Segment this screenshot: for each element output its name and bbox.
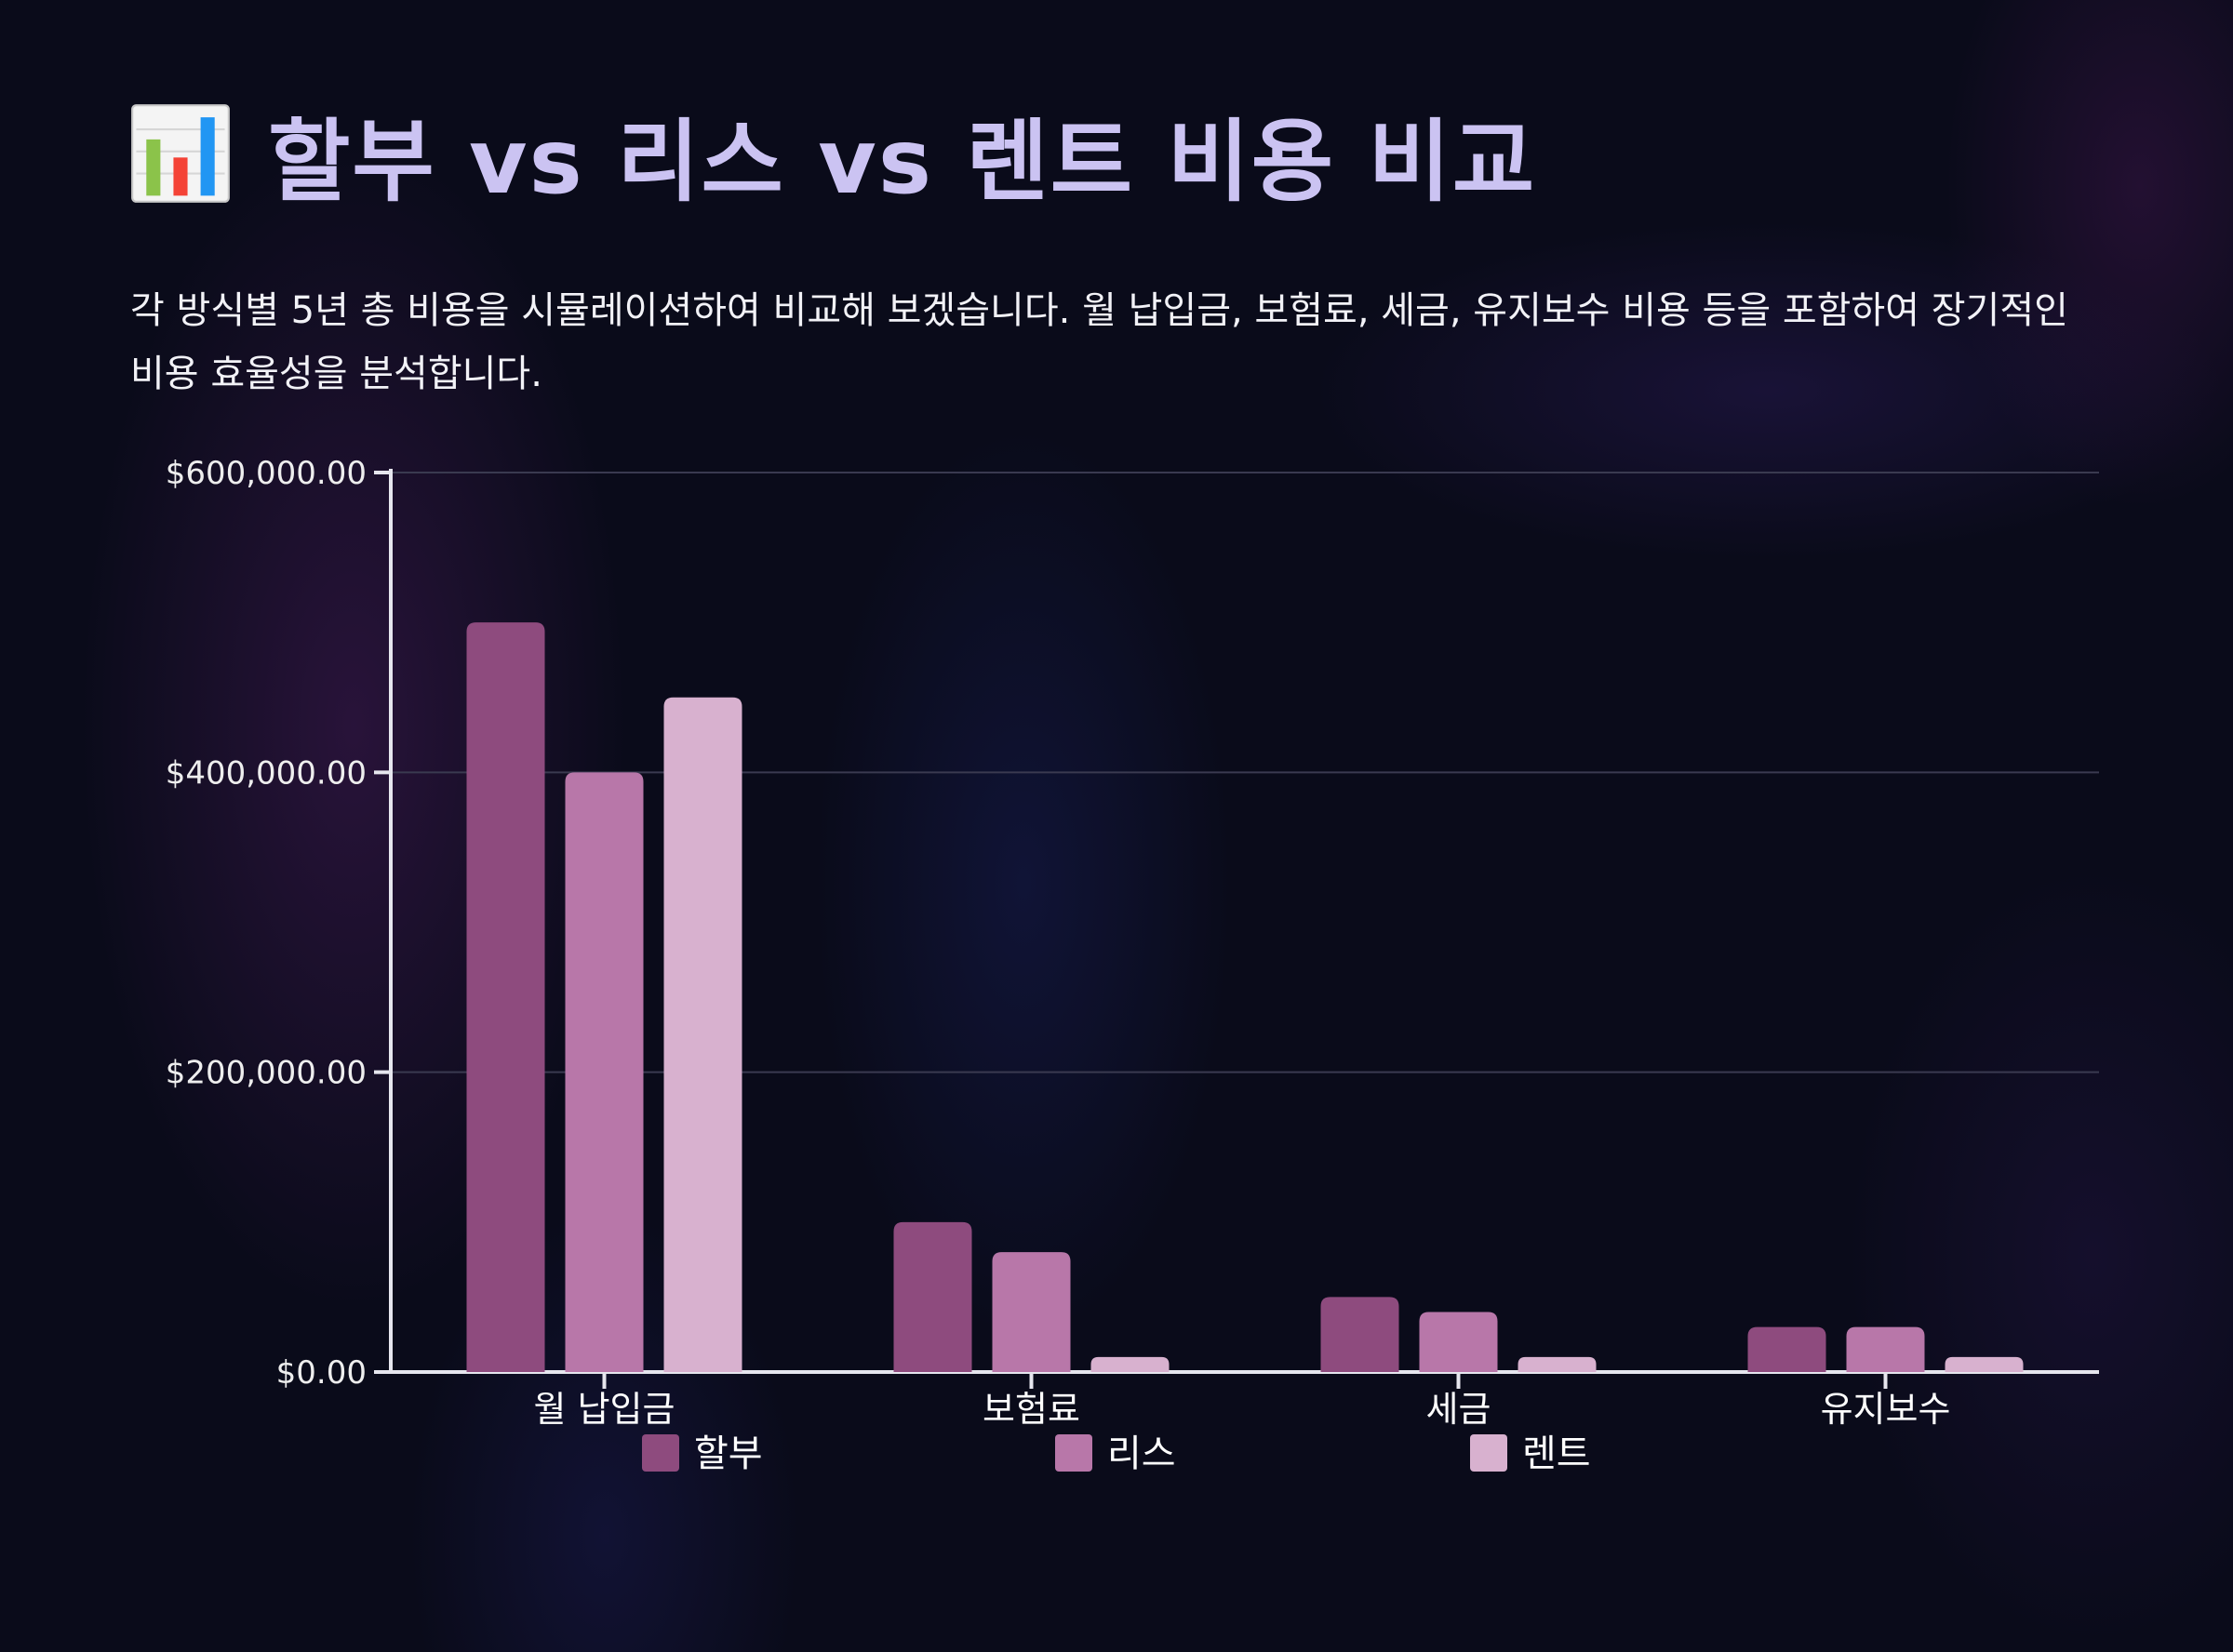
x-tick-label: 유지보수	[1821, 1389, 1951, 1430]
bar-chart-icon	[131, 104, 230, 203]
bar-3-2	[1090, 1356, 1170, 1372]
y-tick-label: $200,000.00	[166, 1055, 367, 1092]
y-tick-label: $0.00	[276, 1354, 367, 1392]
legend-label: 렌트	[1522, 1432, 1591, 1475]
x-tick-label: 월 납입금	[534, 1389, 675, 1430]
bar-3-3	[1518, 1356, 1597, 1372]
y-tick-label: $600,000.00	[166, 455, 367, 492]
bar-1-1	[466, 622, 545, 1372]
bar-1-4	[1747, 1326, 1826, 1372]
bar-3-4	[1945, 1356, 2024, 1372]
title-row: 할부 vs 리스 vs 렌트 비용 비교	[130, 93, 1536, 214]
legend-label: 할부	[694, 1432, 763, 1475]
legend-swatch	[642, 1434, 679, 1472]
bar-2-3	[1419, 1312, 1498, 1372]
bar-2-4	[1846, 1326, 1925, 1372]
page-title: 할부 vs 리스 vs 렌트 비용 비교	[268, 109, 1537, 214]
legend-label: 리스	[1107, 1432, 1176, 1475]
bar-1-2	[893, 1221, 972, 1372]
x-tick-label: 보험료	[983, 1389, 1080, 1430]
y-tick-label: $400,000.00	[166, 754, 367, 792]
bar-2-2	[992, 1252, 1071, 1372]
chart-description: 각 방식별 5년 총 비용을 시뮬레이션하여 비교해 보겠습니다. 월 납입금,…	[130, 289, 2068, 395]
x-tick-label: 세금	[1426, 1389, 1491, 1430]
legend-swatch	[1055, 1434, 1092, 1472]
bar-1-3	[1320, 1297, 1399, 1372]
legend-swatch	[1470, 1434, 1507, 1472]
bar-3-1	[663, 697, 742, 1372]
bar-2-1	[565, 772, 644, 1372]
